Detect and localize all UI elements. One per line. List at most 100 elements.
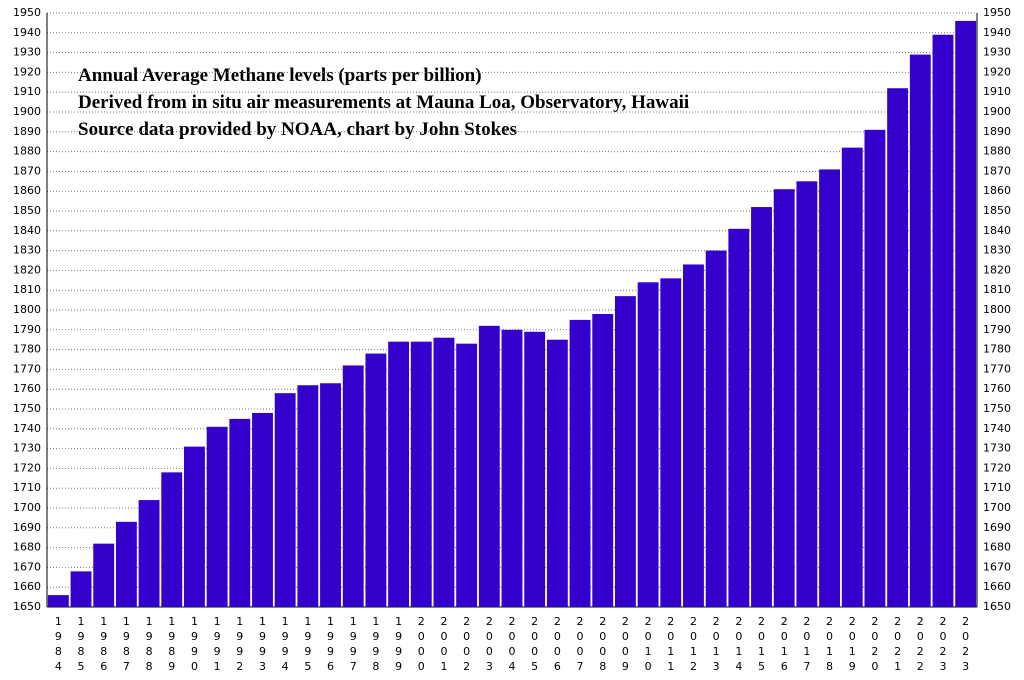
bar bbox=[252, 412, 273, 607]
y-tick-label: 1930 bbox=[13, 46, 41, 59]
y2-tick-label: 1950 bbox=[983, 6, 1011, 19]
x-tick-label: 2011 bbox=[667, 615, 675, 673]
y-tick-label: 1850 bbox=[13, 204, 41, 217]
bar bbox=[47, 595, 69, 607]
y2-tick-label: 1750 bbox=[983, 402, 1011, 415]
y-tick-label: 1890 bbox=[13, 125, 41, 138]
y-tick-label: 1650 bbox=[13, 600, 41, 613]
x-tick-label: 1985 bbox=[77, 615, 85, 673]
bar bbox=[751, 207, 772, 608]
bar bbox=[478, 325, 500, 607]
bar bbox=[93, 543, 115, 607]
x-tick-label: 1990 bbox=[190, 615, 198, 673]
x-tick-label: 2005 bbox=[531, 615, 539, 673]
y-tick-label: 1730 bbox=[13, 442, 41, 455]
y2-tick-label: 1940 bbox=[983, 26, 1011, 39]
bar bbox=[320, 383, 341, 607]
x-tick-label: 1997 bbox=[349, 615, 357, 673]
y-tick-label: 1780 bbox=[13, 343, 41, 356]
y-tick-label: 1910 bbox=[13, 85, 41, 98]
x-tick-label: 2017 bbox=[803, 615, 811, 673]
x-tick-label: 1992 bbox=[236, 615, 244, 673]
y-tick-label: 1870 bbox=[13, 164, 41, 177]
y2-tick-label: 1850 bbox=[983, 204, 1011, 217]
x-tick-label: 2002 bbox=[463, 615, 471, 673]
y2-tick-label: 1740 bbox=[983, 422, 1011, 435]
bar bbox=[955, 20, 977, 608]
y-tick-label: 1750 bbox=[13, 402, 41, 415]
bar bbox=[297, 385, 319, 607]
y-tick-label: 1810 bbox=[13, 283, 41, 296]
x-tick-label: 1999 bbox=[395, 615, 403, 673]
x-tick-label: 1996 bbox=[327, 615, 335, 673]
y2-tick-label: 1780 bbox=[983, 343, 1011, 356]
bar bbox=[70, 571, 92, 607]
x-tick-label: 2019 bbox=[848, 615, 856, 673]
y2-tick-label: 1920 bbox=[983, 65, 1011, 78]
y-tick-label: 1860 bbox=[13, 184, 41, 197]
x-tick-label: 1988 bbox=[145, 615, 153, 673]
x-tick-label: 2004 bbox=[508, 615, 516, 673]
bar bbox=[569, 319, 591, 607]
x-tick-label: 2020 bbox=[871, 615, 879, 673]
y2-tick-label: 1710 bbox=[983, 481, 1011, 494]
y-tick-label: 1820 bbox=[13, 263, 41, 276]
bar bbox=[274, 393, 296, 607]
x-tick-label: 1993 bbox=[258, 615, 266, 673]
x-tick-label: 2018 bbox=[826, 615, 834, 673]
y-tick-label: 1800 bbox=[13, 303, 41, 316]
y2-tick-label: 1670 bbox=[983, 560, 1011, 573]
bar bbox=[819, 169, 840, 608]
bar bbox=[206, 426, 228, 607]
bar bbox=[388, 341, 410, 607]
x-tick-label: 1991 bbox=[213, 615, 221, 673]
y2-tick-label: 1880 bbox=[983, 145, 1011, 158]
y-tick-label: 1920 bbox=[13, 65, 41, 78]
x-tick-label: 2010 bbox=[644, 615, 652, 673]
bar bbox=[796, 181, 818, 608]
y2-tick-label: 1840 bbox=[983, 224, 1011, 237]
bar bbox=[115, 521, 137, 607]
y2-tick-label: 1690 bbox=[983, 521, 1011, 534]
bar bbox=[546, 339, 568, 607]
x-tick-label: 2008 bbox=[599, 615, 607, 673]
y-tick-label: 1690 bbox=[13, 521, 41, 534]
y-tick-label: 1760 bbox=[13, 382, 41, 395]
y2-tick-label: 1720 bbox=[983, 461, 1011, 474]
bar bbox=[524, 331, 546, 607]
y-tick-label: 1830 bbox=[13, 244, 41, 257]
bar bbox=[683, 264, 704, 607]
bar bbox=[705, 250, 727, 607]
y-tick-label: 1900 bbox=[13, 105, 41, 118]
y-tick-label: 1740 bbox=[13, 422, 41, 435]
x-tick-label: 2014 bbox=[735, 615, 743, 673]
chart-title: Annual Average Methane levels (parts per… bbox=[78, 65, 482, 86]
x-tick-label: 2023 bbox=[939, 615, 947, 673]
y-tick-label: 1720 bbox=[13, 461, 41, 474]
bar bbox=[637, 282, 659, 607]
y2-tick-label: 1910 bbox=[983, 85, 1011, 98]
y-tick-label: 1680 bbox=[13, 541, 41, 554]
y-tick-label: 1840 bbox=[13, 224, 41, 237]
x-tick-label: 1984 bbox=[54, 615, 62, 673]
bar bbox=[887, 88, 909, 608]
y-tick-label: 1880 bbox=[13, 145, 41, 158]
y-tick-label: 1950 bbox=[13, 6, 41, 19]
y-tick-label: 1670 bbox=[13, 560, 41, 573]
y-tick-label: 1660 bbox=[13, 580, 41, 593]
y2-tick-label: 1860 bbox=[983, 184, 1011, 197]
y2-tick-label: 1660 bbox=[983, 580, 1011, 593]
bar bbox=[410, 341, 432, 607]
bar bbox=[161, 472, 183, 607]
bar bbox=[592, 313, 614, 607]
x-tick-label: 1995 bbox=[304, 615, 312, 673]
x-tick-label: 2023 bbox=[962, 615, 970, 673]
y2-tick-label: 1700 bbox=[983, 501, 1011, 514]
y-tick-label: 1710 bbox=[13, 481, 41, 494]
bar bbox=[229, 418, 251, 607]
y2-tick-label: 1890 bbox=[983, 125, 1011, 138]
x-tick-label: 2013 bbox=[712, 615, 720, 673]
y2-tick-label: 1810 bbox=[983, 283, 1011, 296]
